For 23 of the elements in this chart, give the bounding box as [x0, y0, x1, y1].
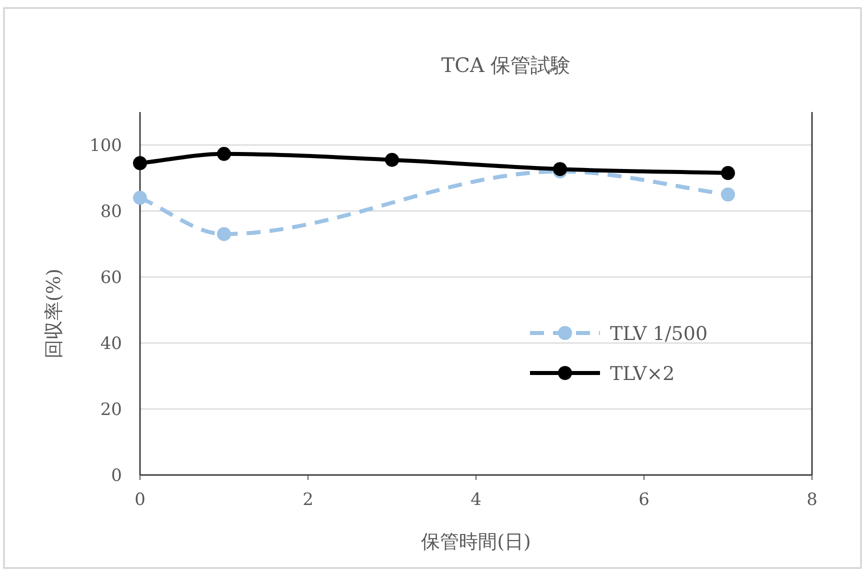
- y-tick-label: 100: [90, 136, 122, 156]
- y-tick-label: 80: [100, 202, 122, 222]
- x-tick-label: 8: [806, 490, 818, 510]
- point: [217, 227, 231, 242]
- x-tick-label: 6: [638, 490, 650, 510]
- chart-title: TCA 保管試験: [441, 53, 571, 77]
- y-tick-label: 20: [100, 400, 122, 420]
- legend-label: TLV 1/500: [610, 323, 708, 345]
- point: [133, 190, 147, 205]
- x-tick-label: 4: [470, 490, 482, 510]
- point: [133, 156, 147, 170]
- y-tick-label: 40: [100, 334, 122, 354]
- x-tick-label: 0: [134, 490, 146, 510]
- y-tick-label: 60: [100, 268, 122, 288]
- y-tick-label: 0: [111, 466, 122, 486]
- point: [721, 166, 735, 180]
- x-axis-title: 保管時間(日): [421, 531, 531, 553]
- point: [217, 146, 231, 161]
- point: [721, 188, 735, 202]
- y-axis-title: 回収率(%): [43, 268, 65, 358]
- x-tick-label: 2: [302, 490, 314, 510]
- legend-label: TLV×2: [610, 363, 675, 385]
- point: [385, 152, 399, 167]
